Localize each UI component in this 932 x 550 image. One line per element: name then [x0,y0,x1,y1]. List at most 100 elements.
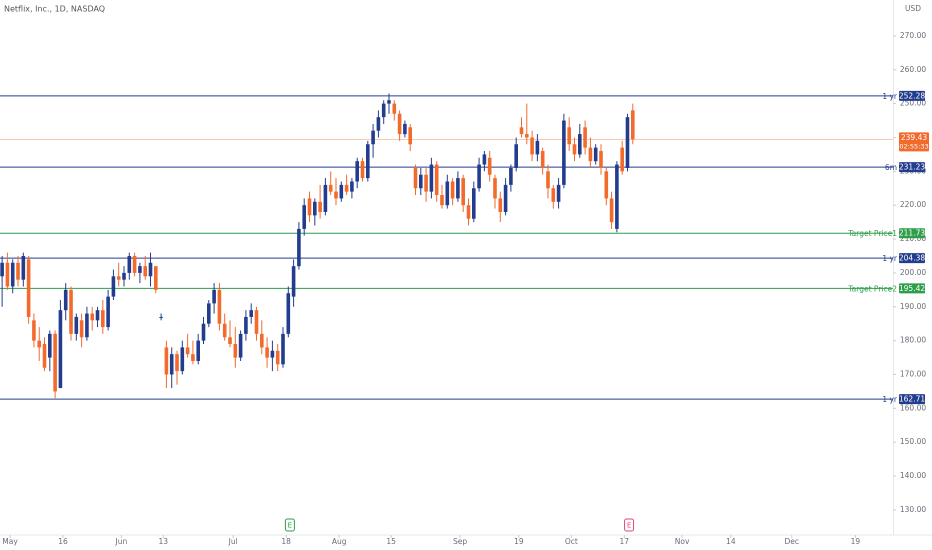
y-tick-label: 130.00 [900,505,926,514]
candle-body [48,333,52,358]
candle-body [111,276,116,297]
candle-body [519,127,524,135]
candle-body [604,171,609,199]
candle-body [275,350,280,365]
candle-body [387,100,391,104]
level-price: 204.38 [899,254,925,263]
candle-body [371,130,375,145]
candle-body [450,181,455,199]
candle-body [556,184,561,202]
candle-body [249,310,254,317]
candle-body [397,113,402,135]
y-tick-label: 170.00 [900,370,926,379]
last-price: 239.43 [901,133,927,142]
candle-body [418,174,423,189]
candle-body [461,178,465,206]
candle-body [514,144,518,168]
level-price-box [899,394,925,405]
level-price-box [899,162,925,173]
candle-body [191,354,195,361]
candle-body [350,181,354,192]
candle-body [477,164,481,189]
y-tick-label: 150.00 [900,437,926,446]
candle-body [339,184,344,199]
y-tick-label: 200.00 [900,268,926,277]
x-tick-label: Jun [115,537,128,546]
candle-body [270,350,275,358]
level-price: 252.28 [899,91,925,100]
countdown: 02:55:33 [899,142,928,150]
candle-body [217,289,222,324]
candle-body [344,184,349,192]
chart-title: Netflix, Inc., 1D, NASDAQ [4,5,105,14]
candle-body [498,198,503,212]
x-tick-label: 17 [620,537,630,546]
candle-body [546,171,550,189]
candle-body [524,134,529,138]
currency: USD [905,4,921,13]
candle-body [201,323,206,341]
candle-body [318,201,322,212]
candle-body [0,262,4,277]
x-tick-label: Dec [785,537,800,546]
candle-body [307,198,312,216]
candle-body [244,316,248,334]
candle-body [180,347,185,372]
candle-body [101,310,105,328]
candle-body [482,154,487,165]
candle-body [286,293,291,334]
candle-body [365,144,370,179]
candle-body [207,303,211,324]
candle-body [540,151,545,168]
level-price-box [899,90,925,101]
candle-body [615,164,619,229]
x-tick-label: Sep [453,537,467,546]
candle-body [313,201,317,216]
candle-body [625,117,630,168]
y-tick-label: 140.00 [900,471,926,480]
y-tick-label: 190.00 [900,302,926,311]
x-tick-label: 19 [851,537,861,546]
candle-body [169,354,174,375]
candle-body [445,181,450,206]
candle-body [222,323,227,338]
candle-body [16,262,20,280]
level-price: 195.42 [899,284,925,293]
candle-body [106,296,110,328]
level-label: 1 yr [882,92,898,101]
y-tick-label: 260.00 [900,65,926,74]
candle-body [260,333,264,348]
candle-body [185,347,190,355]
candle-body [434,164,439,196]
candle-body [588,147,593,162]
x-tick-label: 13 [158,537,168,546]
candle-body [5,262,10,287]
candle-body [440,195,444,206]
candle-body [381,103,386,118]
candle-body [577,134,582,155]
event-marker [624,518,635,532]
candle-body [212,289,216,304]
candle-body [69,289,73,334]
candle-body [127,255,132,273]
candle-body [413,167,418,189]
candle-body [328,184,333,192]
level-label: Target Price1 [847,229,897,238]
candle-body [196,340,201,361]
level-label: 6m [885,163,897,172]
candle-body [466,205,471,219]
level-label: 1 yr [882,395,898,404]
x-tick-label: Oct [565,537,578,546]
candle-body [572,144,577,155]
candle-body [79,320,84,338]
candle-body [429,164,434,192]
level-price: 211.73 [899,229,925,238]
candle-body [535,140,540,155]
candle-body [493,178,497,199]
candle-body [471,188,476,219]
candle-body [583,127,587,148]
candle-body [530,137,534,155]
y-tick-label: 270.00 [900,31,926,40]
candle-body [620,147,624,172]
candle-body [424,174,428,192]
